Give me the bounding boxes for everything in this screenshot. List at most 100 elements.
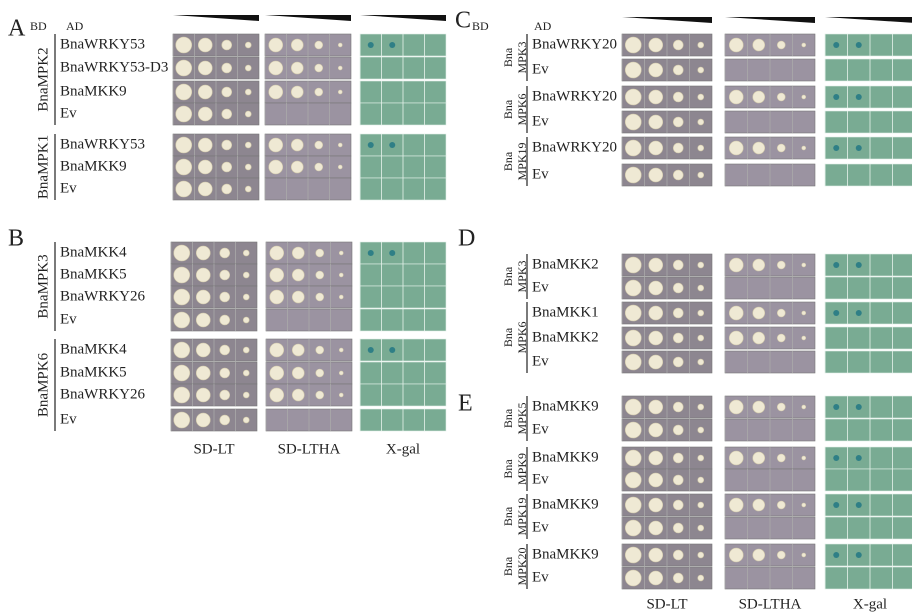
colony <box>673 260 683 270</box>
ad-name: BnaMKK4 <box>60 244 127 260</box>
colony <box>698 525 704 531</box>
colony <box>673 283 683 293</box>
colony <box>339 393 343 397</box>
bd-name: BnaMPK1 <box>35 135 51 199</box>
column-label: SD-LTHA <box>739 596 802 612</box>
colony <box>625 570 641 586</box>
colony <box>292 344 304 356</box>
column-label: SD-LT <box>193 441 234 457</box>
bd-name: Bna <box>501 47 515 67</box>
dilution-wedge <box>173 15 259 21</box>
colony <box>174 289 190 305</box>
ad-name: Ev <box>532 569 549 585</box>
ad-name: BnaMKK9 <box>532 546 599 562</box>
colony <box>625 472 641 488</box>
colony <box>270 290 284 304</box>
colony <box>698 404 704 410</box>
blue-colony <box>389 42 395 48</box>
colony <box>802 95 806 99</box>
colony <box>291 86 303 98</box>
blue-colony <box>856 552 862 558</box>
colony <box>625 450 641 466</box>
ad-name: Ev <box>532 166 549 182</box>
colony <box>625 354 641 370</box>
colony <box>316 369 324 377</box>
colony <box>777 454 785 462</box>
colony <box>339 295 343 299</box>
ad-name: BnaWRKY53 <box>60 36 145 52</box>
colony <box>673 402 683 412</box>
colony <box>649 115 663 129</box>
colony <box>729 90 743 104</box>
blue-colony <box>833 455 839 461</box>
colony <box>270 343 284 357</box>
colony <box>243 272 249 278</box>
blue-colony <box>856 262 862 268</box>
colony <box>220 390 230 400</box>
colony <box>753 452 765 464</box>
colony <box>649 400 663 414</box>
colony <box>174 412 190 428</box>
colony <box>339 371 343 375</box>
colony <box>198 61 212 75</box>
colony <box>802 146 806 150</box>
blue-colony <box>856 42 862 48</box>
colony <box>245 42 251 48</box>
colony <box>196 313 210 327</box>
blue-colony <box>833 94 839 100</box>
ad-name: BnaMKK2 <box>532 256 599 272</box>
blue-colony <box>856 455 862 461</box>
bd-name: MPK3 <box>515 41 529 73</box>
dilution-wedge <box>825 17 912 23</box>
colony <box>698 262 704 268</box>
colony <box>753 91 765 103</box>
colony <box>174 342 190 358</box>
colony <box>269 160 283 174</box>
colony <box>649 38 663 52</box>
colony <box>243 294 249 300</box>
ad-name: Ev <box>532 421 549 437</box>
dilution-wedge <box>622 17 712 23</box>
colony <box>291 62 303 74</box>
bd-name: MPK5 <box>515 402 529 434</box>
colony <box>753 259 765 271</box>
colony <box>649 168 663 182</box>
colony <box>625 520 641 536</box>
plate-row <box>825 567 912 589</box>
colony <box>625 280 641 296</box>
ad-name: BnaMKK5 <box>60 364 127 380</box>
colony <box>649 141 663 155</box>
colony <box>625 257 641 273</box>
colony <box>269 138 283 152</box>
colony <box>802 311 806 315</box>
colony <box>777 551 785 559</box>
colony <box>673 333 683 343</box>
colony <box>220 368 230 378</box>
colony <box>222 109 232 119</box>
ad-name: Ev <box>532 471 549 487</box>
colony <box>174 267 190 283</box>
plate-row <box>825 277 912 299</box>
colony <box>269 85 283 99</box>
bd-name: Bna <box>501 99 515 119</box>
ad-name: BnaMKK9 <box>532 398 599 414</box>
colony <box>315 163 323 171</box>
blue-colony <box>833 552 839 558</box>
colony <box>270 388 284 402</box>
blue-colony <box>856 502 862 508</box>
colony <box>196 366 210 380</box>
colony <box>316 293 324 301</box>
ad-name: Ev <box>532 353 549 369</box>
colony <box>649 498 663 512</box>
colony <box>338 66 342 70</box>
colony <box>729 548 743 562</box>
colony <box>777 261 785 269</box>
column-label: SD-LT <box>646 596 687 612</box>
colony <box>243 417 249 423</box>
colony <box>196 268 210 282</box>
colony <box>673 65 683 75</box>
colony <box>673 357 683 367</box>
colony <box>698 477 704 483</box>
colony <box>625 37 641 53</box>
ad-name: BnaWRKY53-D3 <box>60 59 168 75</box>
